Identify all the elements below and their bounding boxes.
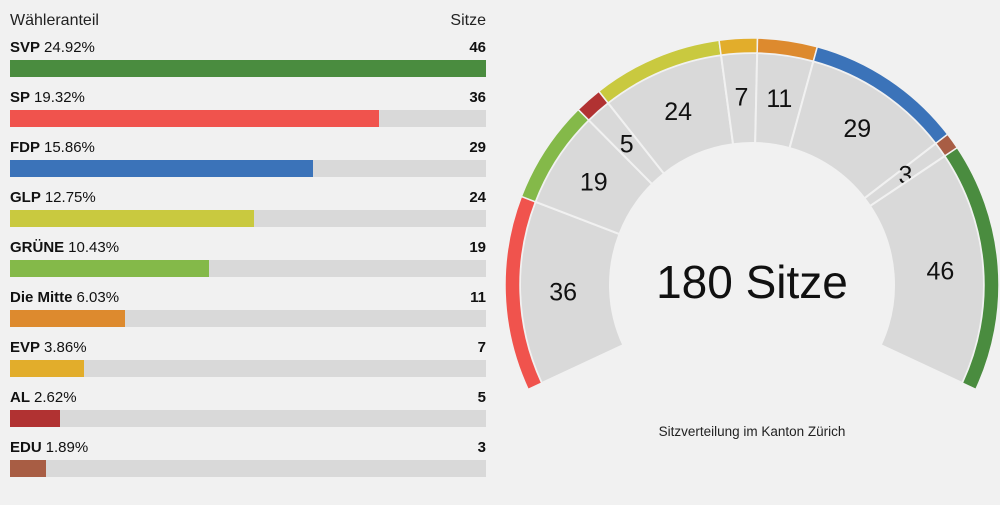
gauge-seat-label-die-mitte: 11: [766, 85, 792, 113]
party-name: Die Mitte: [10, 288, 73, 306]
party-row-evp: EVP 3.86% 7: [10, 334, 486, 384]
party-name: EVP: [10, 338, 41, 356]
gauge-caption: Sitzverteilung im Kanton Zürich: [659, 424, 846, 439]
bar-gruene: [10, 260, 210, 277]
party-seats: 7: [477, 338, 486, 356]
party-seats: 5: [477, 388, 486, 406]
party-label: GRÜNE 10.43%: [10, 239, 119, 256]
bar-fdp: [10, 160, 313, 177]
gauge-seat-label-sp: 36: [549, 279, 577, 307]
party-seats: 19: [469, 238, 486, 256]
bar-svp: [10, 60, 486, 77]
party-name: AL: [10, 388, 30, 406]
bar-edu: [10, 460, 47, 477]
party-seats: 11: [470, 288, 486, 306]
bar-track: [10, 160, 486, 177]
gauge-band-svp: [943, 146, 1000, 391]
vote-share-header: Wähleranteil: [10, 12, 99, 29]
bar-evp: [10, 360, 84, 377]
seat-gauge: 36 19 5 24 7 11 29 3 46 180 Sitze Sitzverteilung…: [500, 0, 1000, 500]
gauge-seat-label-fdp: 29: [843, 115, 871, 143]
party-percent: 3.86%: [44, 338, 87, 356]
party-rows: SVP 24.92% 46 SP 19.32% 36 FDP 15.86% 29 GLP 12.75…: [10, 34, 486, 484]
party-percent: 2.62%: [34, 388, 77, 406]
gauge-seat-label-evp: 7: [735, 83, 749, 111]
bar-die-mitte: [10, 310, 126, 327]
bar-track: [10, 60, 486, 77]
gauge-seat-label-al: 5: [620, 131, 634, 159]
party-name: EDU: [10, 438, 42, 456]
party-label: EVP 3.86%: [10, 339, 87, 356]
gauge-band-evp: [718, 37, 759, 56]
party-percent: 12.75%: [44, 188, 96, 206]
party-row-gruene: GRÜNE 10.43% 19: [10, 234, 486, 284]
party-row-sp: SP 19.32% 36: [10, 84, 486, 134]
party-label: SVP 24.92%: [10, 39, 95, 56]
party-seats: 29: [469, 138, 486, 156]
bar-track: [10, 310, 486, 327]
party-label: SP 19.32%: [10, 89, 85, 106]
bar-track: [10, 360, 486, 377]
party-label: EDU 1.89%: [10, 439, 88, 456]
gauge-seat-label-svp: 46: [927, 258, 955, 286]
party-row-label: GLP 12.75% 24: [10, 184, 486, 210]
bar-track: [10, 460, 486, 477]
party-row-fdp: FDP 15.86% 29: [10, 134, 486, 184]
party-name: FDP: [10, 138, 40, 156]
party-seats: 24: [469, 188, 486, 206]
party-label: FDP 15.86%: [10, 139, 95, 156]
party-row-label: AL 2.62% 5: [10, 384, 486, 410]
bar-glp: [10, 210, 254, 227]
seats-header: Sitze: [450, 12, 486, 29]
bar-track: [10, 210, 486, 227]
party-row-die-mitte: Die Mitte 6.03% 11: [10, 284, 486, 334]
bar-sp: [10, 110, 380, 127]
party-row-glp: GLP 12.75% 24: [10, 184, 486, 234]
party-row-label: SVP 24.92% 46: [10, 34, 486, 60]
party-row-label: SP 19.32% 36: [10, 84, 486, 110]
party-label: AL 2.62%: [10, 389, 77, 406]
party-percent: 15.86%: [44, 138, 95, 156]
bar-track: [10, 410, 486, 427]
party-label: Die Mitte 6.03%: [10, 289, 119, 306]
party-label: GLP 12.75%: [10, 189, 96, 206]
party-name: GRÜNE: [10, 238, 65, 256]
total-seats-label: 180 Sitze: [656, 256, 848, 308]
vote-share-chart: Wähleranteil Sitze SVP 24.92% 46 SP 19.32% 36…: [10, 8, 486, 484]
party-row-svp: SVP 24.92% 46: [10, 34, 486, 84]
party-percent: 10.43%: [68, 238, 120, 256]
party-seats: 36: [469, 88, 486, 106]
chart-header: Wähleranteil Sitze: [10, 8, 486, 34]
party-name: SVP: [10, 38, 41, 56]
party-percent: 1.89%: [45, 438, 89, 456]
gauge-seat-label-glp: 24: [664, 98, 692, 126]
party-percent: 6.03%: [76, 288, 120, 306]
party-row-label: FDP 15.86% 29: [10, 134, 486, 160]
gauge-seat-label-gruene: 19: [580, 169, 608, 197]
party-row-label: EDU 1.89% 3: [10, 434, 486, 460]
party-row-edu: EDU 1.89% 3: [10, 434, 486, 484]
party-seats: 46: [469, 38, 486, 56]
party-row-label: Die Mitte 6.03% 11: [10, 284, 486, 310]
party-row-al: AL 2.62% 5: [10, 384, 486, 434]
party-row-label: EVP 3.86% 7: [10, 334, 486, 360]
party-row-label: GRÜNE 10.43% 19: [10, 234, 486, 260]
party-seats: 3: [477, 438, 486, 456]
party-name: GLP: [10, 188, 41, 206]
bar-track: [10, 110, 486, 127]
bar-track: [10, 260, 486, 277]
bar-al: [10, 410, 61, 427]
party-name: SP: [10, 88, 31, 106]
party-percent: 24.92%: [44, 38, 95, 56]
party-percent: 19.32%: [34, 88, 85, 106]
